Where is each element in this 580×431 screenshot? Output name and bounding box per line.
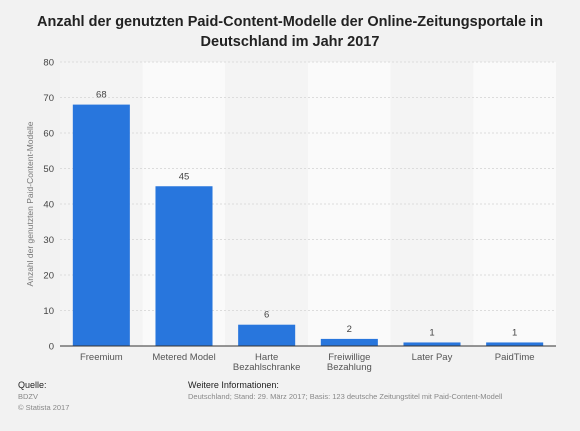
bar [486, 342, 544, 346]
source-label: Quelle: [18, 380, 47, 390]
plot-band [225, 62, 308, 346]
data-label: 1 [512, 327, 517, 338]
x-tick-label: Metered Model [152, 352, 215, 363]
x-tick-label: Freemium [80, 352, 123, 363]
y-tick-label: 20 [43, 271, 54, 282]
data-label: 1 [429, 327, 434, 338]
bar [320, 338, 378, 346]
chart-title: Anzahl der genutzten Paid-Content-Modell… [0, 12, 580, 52]
data-label: 6 [264, 310, 269, 321]
info-label: Weitere Informationen: [188, 380, 279, 390]
plot-band [473, 62, 556, 346]
y-tick-label: 80 [43, 58, 54, 69]
data-label: 45 [179, 171, 190, 182]
y-tick-label: 30 [43, 235, 54, 246]
y-tick-label: 40 [43, 200, 54, 211]
source-line-2: © Statista 2017 [18, 403, 70, 412]
y-tick-label: 10 [43, 306, 54, 317]
source-block: Quelle: BDZV © Statista 2017 [18, 380, 69, 413]
info-text: Deutschland; Stand: 29. März 2017; Basis… [188, 392, 503, 401]
data-label: 2 [347, 324, 352, 335]
bar [238, 324, 296, 346]
chart-title-line-1: Anzahl der genutzten Paid-Content-Modell… [37, 14, 543, 30]
bar [403, 342, 461, 346]
bar [72, 104, 130, 346]
x-tick-label: Later Pay [412, 352, 453, 363]
chart-title-line-2: Deutschland im Jahr 2017 [200, 34, 380, 50]
bar [155, 186, 213, 346]
data-label: 68 [96, 90, 107, 101]
y-tick-label: 60 [43, 129, 54, 140]
bar-chart: 0 10 20 30 40 50 60 70 80 68 Freemium 45 Metered Mod… [25, 58, 556, 373]
y-tick-label: 0 [49, 342, 54, 353]
source-line-1: BDZV [18, 392, 39, 401]
y-tick-label: 70 [43, 93, 54, 104]
x-tick-label: PaidTime [495, 352, 535, 363]
x-tick-label: Harte Bezahlschranke [233, 352, 301, 373]
x-tick-label: Freiwillige Bezahlung [327, 352, 372, 373]
y-tick-label: 50 [43, 164, 54, 175]
y-axis-label: Anzahl der genutzten Paid-Content-Modell… [25, 121, 35, 286]
info-block: Weitere Informationen: Deutschland; Stan… [188, 380, 502, 402]
